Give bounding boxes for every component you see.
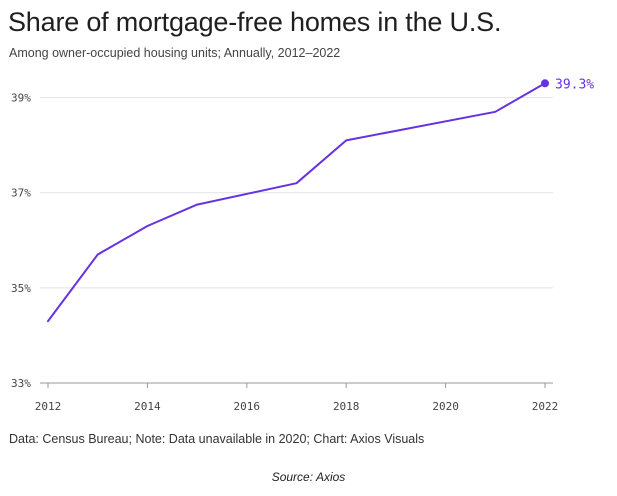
- chart-footnote: Data: Census Bureau; Note: Data unavaila…: [9, 432, 425, 446]
- y-tick-label: 33%: [11, 377, 31, 390]
- end-value-label: 39.3%: [555, 77, 594, 92]
- source-credit: Source: Axios: [271, 470, 346, 484]
- y-axis: 33% 35% 37% 39%: [11, 92, 31, 390]
- gridlines: [40, 97, 553, 384]
- x-tick-label: 2014: [134, 400, 161, 413]
- series-line: [47, 82, 546, 323]
- x-tick-label: 2016: [234, 400, 261, 413]
- x-tick-label: 2012: [35, 400, 62, 413]
- end-point-marker: [541, 79, 549, 88]
- y-tick-label: 35%: [11, 282, 31, 295]
- x-tick-label: 2022: [532, 400, 559, 413]
- x-tick-label: 2020: [432, 400, 459, 413]
- series-layer: 39.3%: [47, 77, 594, 323]
- line-chart: 33% 35% 37% 39% 2012 2014 2016 2018 2020 2022 39…: [11, 77, 594, 413]
- x-tick-label: 2018: [333, 400, 360, 413]
- chart-title: Share of mortgage-free homes in the U.S.: [8, 7, 502, 37]
- x-axis: 2012 2014 2016 2018 2020 2022: [35, 383, 559, 413]
- y-tick-label: 37%: [11, 187, 31, 200]
- y-tick-label: 39%: [11, 92, 31, 105]
- chart-subtitle: Among owner-occupied housing units; Annu…: [9, 46, 341, 60]
